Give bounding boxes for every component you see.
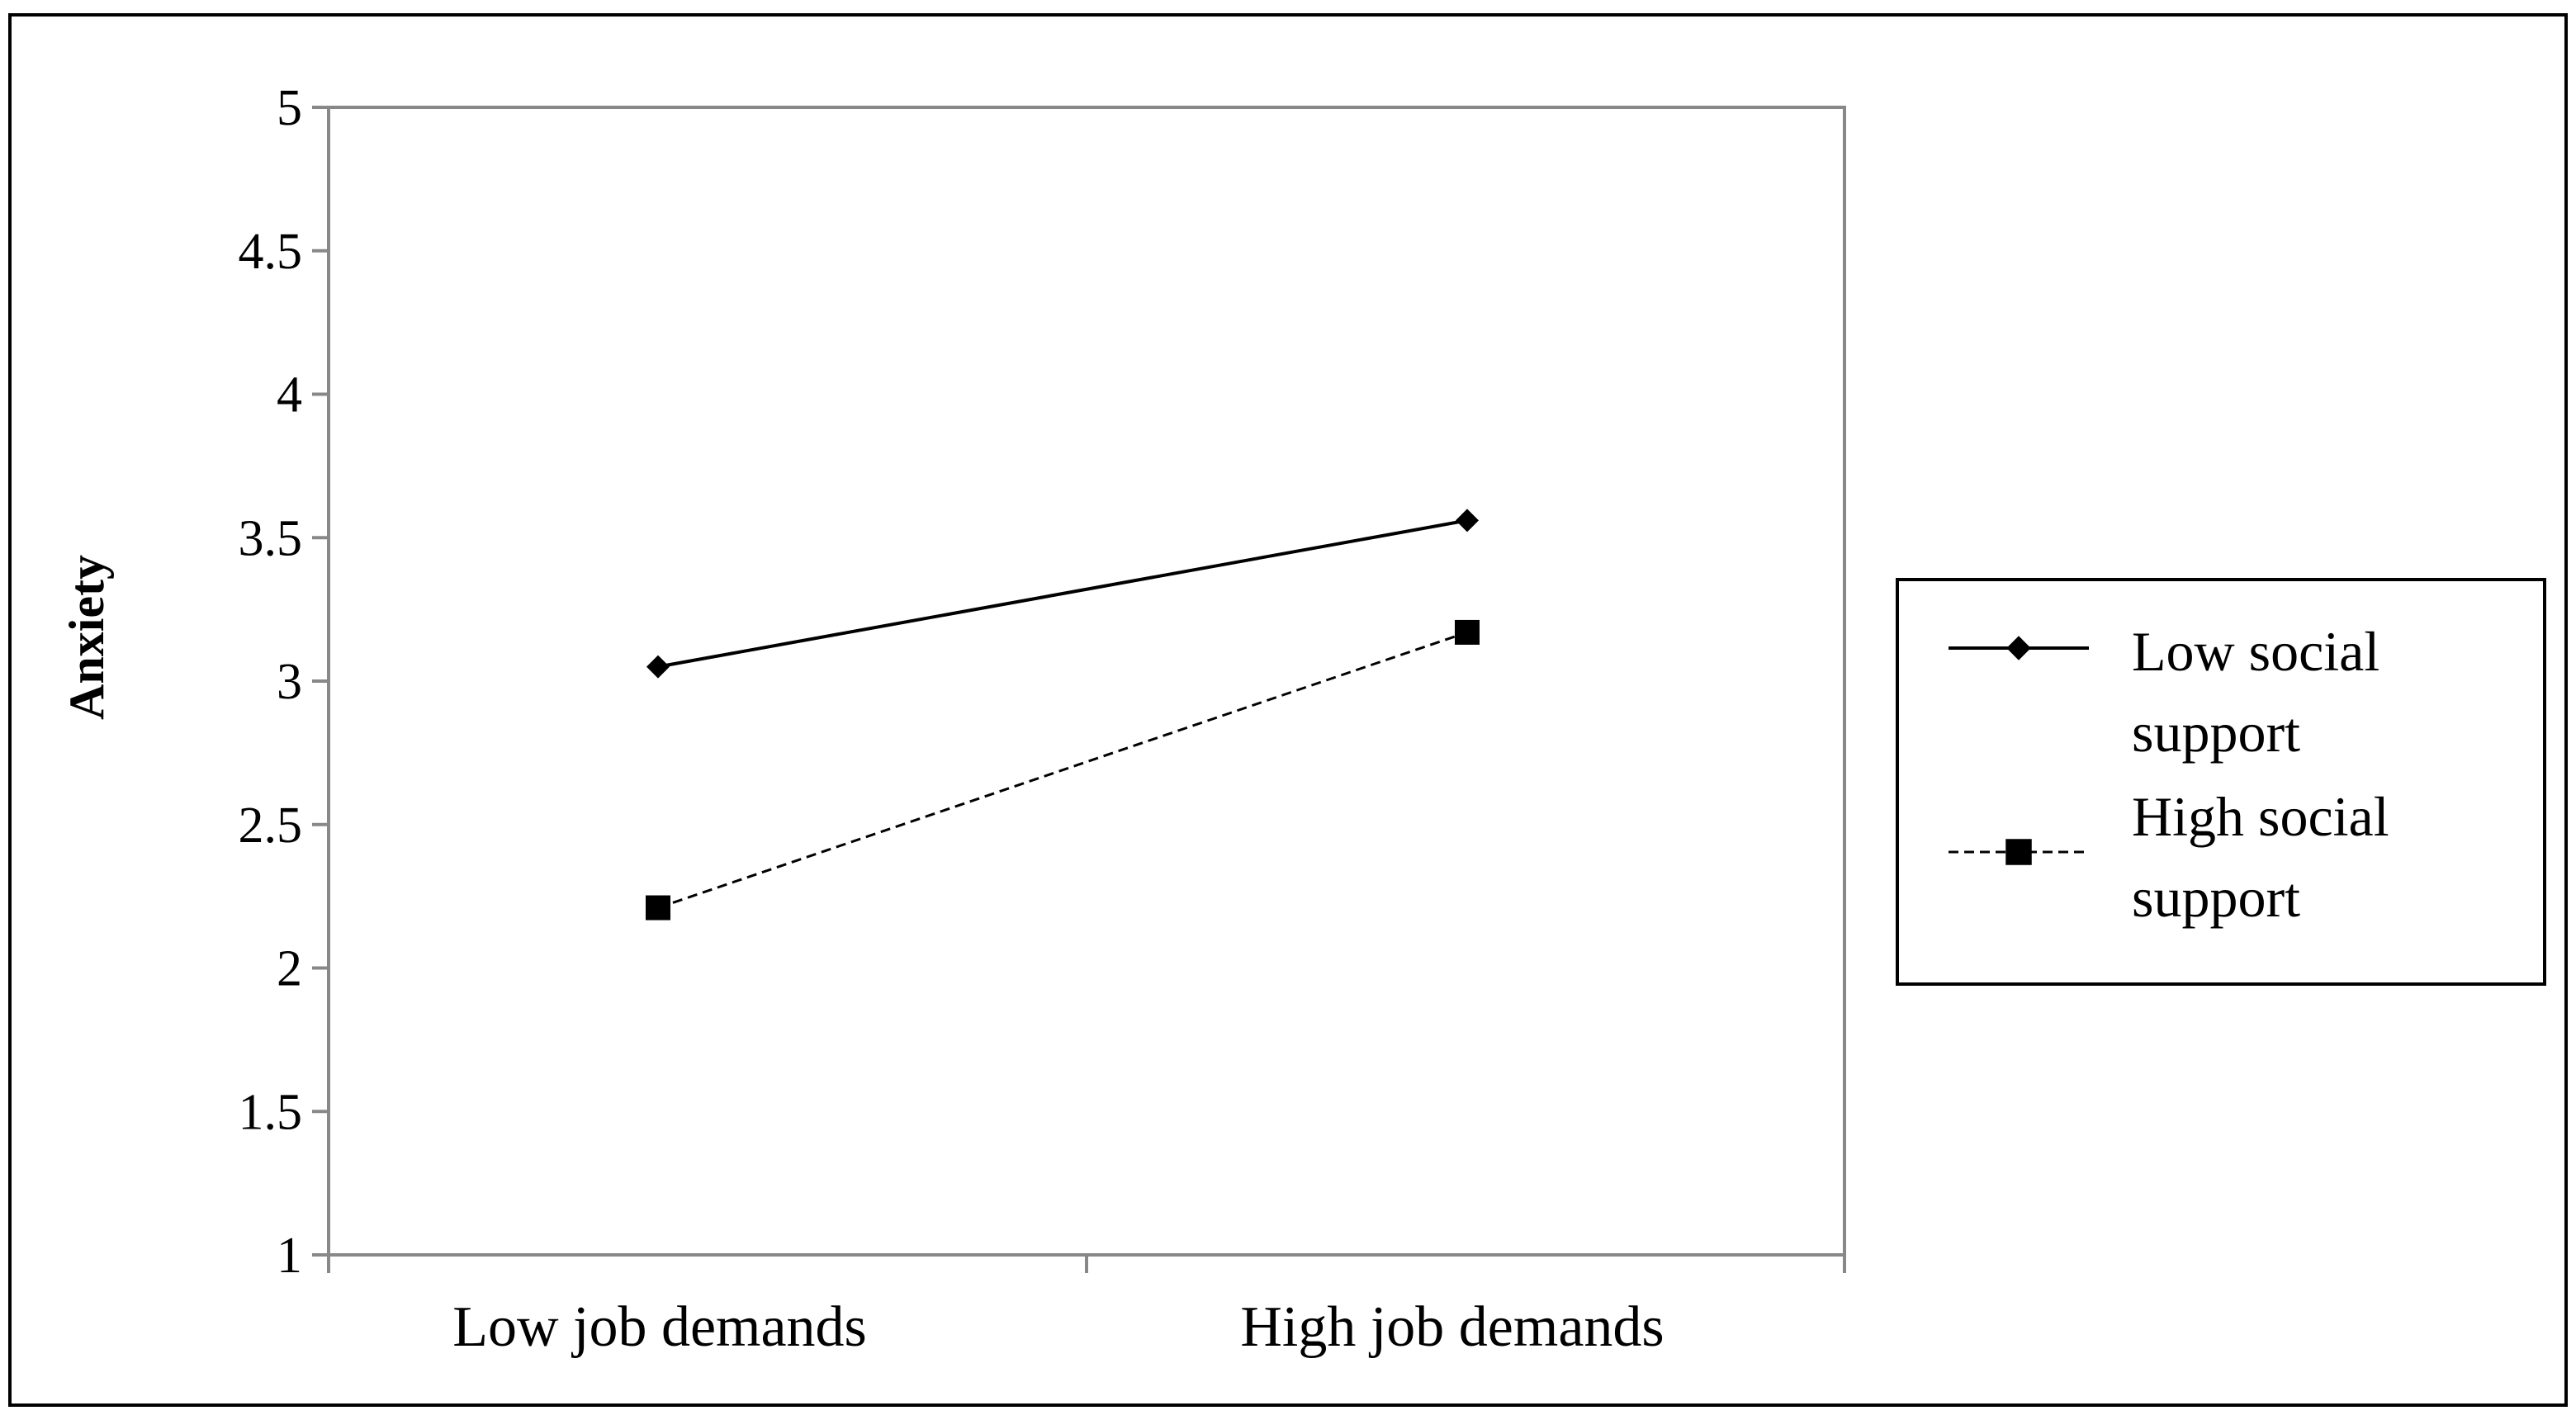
y-axis-label: Anxiety bbox=[59, 555, 114, 720]
plot-area bbox=[327, 106, 1846, 1257]
series-0 bbox=[646, 509, 1479, 679]
legend-label-1-line-1: support bbox=[2132, 866, 2300, 929]
legend: Low social support High social support bbox=[1896, 578, 2546, 986]
y-tick-label-1: 1.5 bbox=[239, 1084, 303, 1140]
y-tick-label-5: 3.5 bbox=[239, 510, 303, 566]
legend-label-0-line-0: Low social bbox=[2132, 620, 2379, 683]
series-1-point-1 bbox=[1455, 619, 1480, 645]
y-tick-label-4: 3 bbox=[277, 654, 302, 710]
y-tick-label-2: 2 bbox=[277, 941, 302, 997]
y-tick-label-0: 1 bbox=[277, 1228, 302, 1284]
legend-label-0-line-1: support bbox=[2132, 701, 2300, 764]
legend-entry-1: High social support bbox=[1949, 785, 2389, 929]
legend-label-1-line-0: High social bbox=[2132, 785, 2389, 848]
series-1-point-0 bbox=[646, 895, 670, 921]
legend-entry-0: Low social support bbox=[1949, 620, 2379, 764]
y-tick-label-8: 5 bbox=[277, 80, 302, 136]
series-1-line bbox=[657, 631, 1468, 909]
y-tick-label-7: 4.5 bbox=[239, 224, 303, 280]
series-0-point-1 bbox=[1456, 509, 1479, 532]
x-axis: Low job demands High job demands bbox=[327, 1253, 1846, 1359]
x-category-label-0: Low job demands bbox=[452, 1295, 867, 1359]
legend-swatch-marker-0 bbox=[2006, 636, 2031, 660]
series-1 bbox=[646, 619, 1480, 921]
series-layer bbox=[646, 509, 1480, 921]
series-0-line bbox=[657, 518, 1468, 669]
y-tick-label-3: 2.5 bbox=[239, 798, 303, 854]
y-tick-label-6: 4 bbox=[277, 367, 302, 424]
x-category-label-1: High job demands bbox=[1240, 1295, 1664, 1359]
legend-swatch-marker-1 bbox=[2005, 839, 2032, 865]
y-axis: 1 1.5 2 2.5 3 3.5 4 4.5 5 bbox=[239, 80, 330, 1284]
series-0-point-0 bbox=[646, 655, 670, 679]
